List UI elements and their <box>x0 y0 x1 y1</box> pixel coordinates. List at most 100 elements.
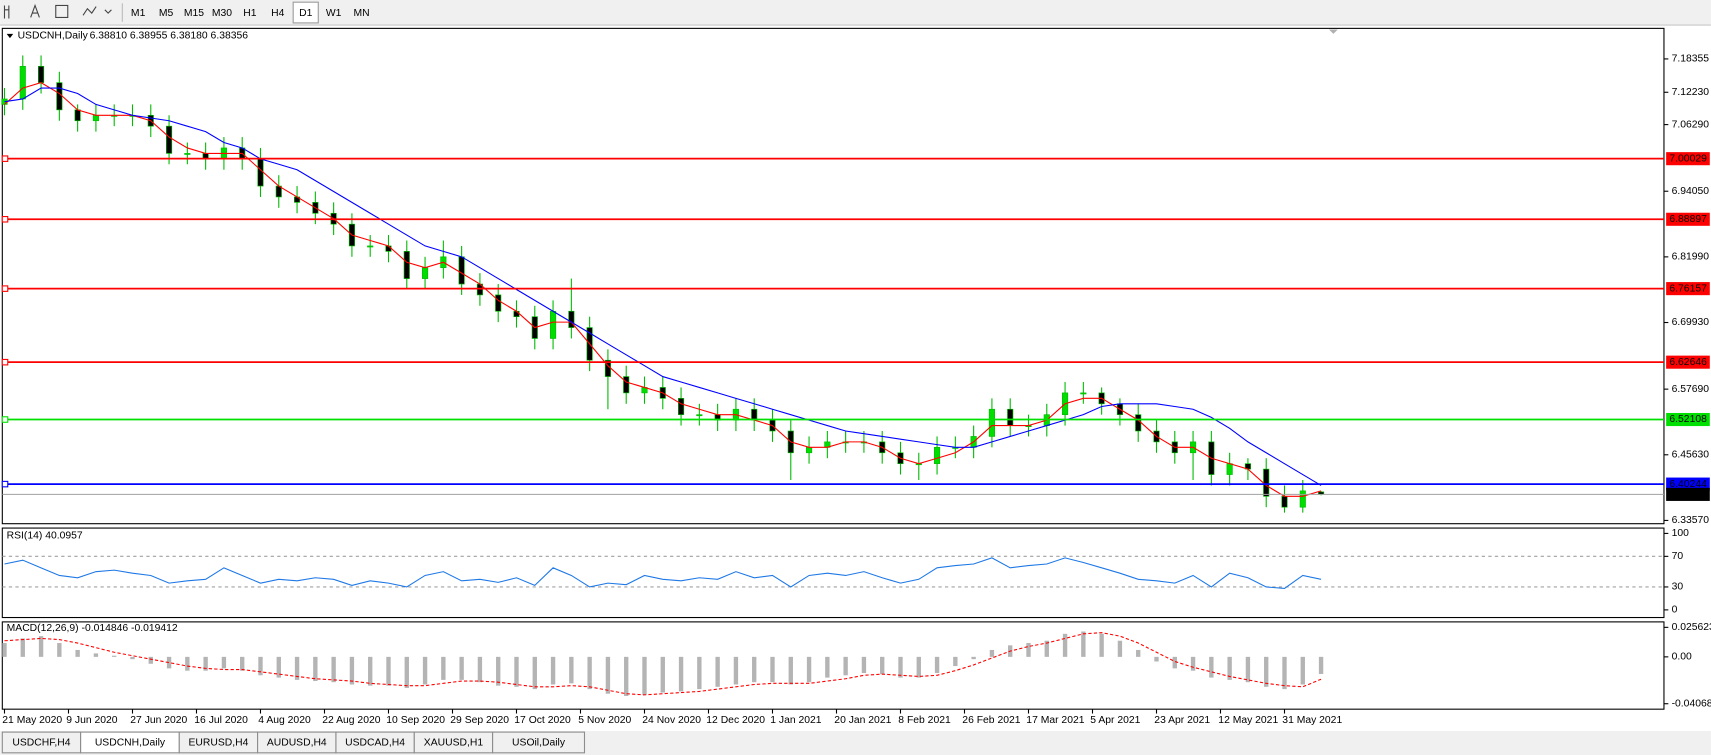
candle-body <box>38 65 45 83</box>
price-level-tag <box>1666 282 1710 296</box>
chart-tabs: USDCHF,H4 USDCNH,Daily EURUSD,H4 AUDUSD,H4 U… <box>1 731 586 754</box>
macd-bar <box>75 649 80 657</box>
timeframe-button[interactable]: M15 <box>184 8 204 19</box>
macd-bar <box>953 656 958 667</box>
timeframe-button[interactable]: M30 <box>212 8 232 19</box>
candle-body <box>257 158 264 187</box>
macd-bar <box>38 636 44 657</box>
macd-bar <box>294 656 300 680</box>
y-tick-label: 70 <box>1672 551 1684 562</box>
macd-bar <box>20 638 25 657</box>
price-level-label: 7.00029 <box>1669 153 1707 164</box>
y-tick-label: 6.81990 <box>1672 252 1710 263</box>
tool-text-icon[interactable] <box>30 3 40 18</box>
x-tick-label: 22 Aug 2020 <box>322 715 380 726</box>
rsi-title: RSI(14) 40.0957 <box>7 530 83 541</box>
macd-bar <box>770 656 775 683</box>
tool-label-icon[interactable] <box>55 4 69 19</box>
macd-bar <box>898 656 903 678</box>
macd-bar <box>934 656 940 673</box>
y-tick-label: 0 <box>1672 605 1678 616</box>
macd-bar <box>1136 649 1141 657</box>
macd-bar <box>514 656 519 687</box>
price-level-tag <box>1666 412 1710 427</box>
candle-body <box>1299 490 1306 508</box>
candle-body <box>385 245 392 252</box>
price-level-tag <box>1666 355 1710 369</box>
candle-body <box>166 125 173 154</box>
candle-body <box>751 408 758 421</box>
candle-body <box>806 447 813 454</box>
tab-label: USDCAD,H4 <box>345 738 405 749</box>
macd-bar <box>733 656 739 685</box>
macd-bar <box>331 656 336 683</box>
candle-body <box>1135 414 1142 432</box>
timeframe-button[interactable]: MN <box>354 8 370 19</box>
symbol-menu-arrow[interactable] <box>6 33 14 39</box>
candle-body <box>56 82 63 111</box>
candle-body <box>988 408 995 437</box>
macd-bar <box>240 656 245 671</box>
price-level-tag <box>1666 212 1710 226</box>
price-level-anchor <box>1 480 9 488</box>
price-level-anchor <box>1 155 9 162</box>
macd-bar <box>916 656 921 678</box>
timeframe-button[interactable]: M1 <box>131 8 146 19</box>
macd-bar <box>1227 656 1232 680</box>
macd-bar <box>404 656 409 688</box>
timeframe-active-bg <box>292 1 319 24</box>
macd-bar <box>349 656 355 685</box>
timeframe-button[interactable]: H1 <box>243 8 256 19</box>
x-tick-label: 31 May 2021 <box>1282 715 1342 726</box>
candle-body <box>934 447 941 464</box>
macd-bar <box>1209 656 1214 678</box>
x-tick-label: 23 Apr 2021 <box>1154 715 1210 726</box>
timeframe-button[interactable]: H4 <box>271 8 284 19</box>
macd-bar <box>825 656 830 678</box>
candle-body <box>696 414 703 417</box>
candle-body <box>568 310 575 328</box>
tool-shapes-icon[interactable] <box>82 6 112 16</box>
macd-bar <box>569 656 574 684</box>
plot-layer: 7.18355 7.12230 7.06290 6.94050 6.81990 6.699… <box>1 54 1711 726</box>
candle-body <box>623 376 630 394</box>
price-level-label: 6.52108 <box>1669 414 1707 425</box>
price-panel <box>1 27 1665 525</box>
macd-bar <box>1154 656 1159 662</box>
timeframe-button[interactable]: D1 <box>299 8 312 19</box>
macd-bar <box>1117 640 1123 657</box>
price-level-anchor <box>1 285 9 292</box>
macd-bar <box>148 656 153 664</box>
chart-title: USDCNH,Daily <box>18 31 89 42</box>
macd-bar <box>1081 631 1086 657</box>
drawing-tools <box>3 3 112 19</box>
timeframe-button[interactable]: W1 <box>326 8 342 19</box>
macd-bar <box>806 656 812 683</box>
macd-bar <box>1282 656 1287 690</box>
y-tick-label: 7.18355 <box>1672 54 1710 65</box>
candle-body <box>1226 463 1233 475</box>
macd-bar <box>166 656 172 669</box>
macd-bar <box>1245 656 1251 683</box>
candle-body <box>403 251 410 279</box>
macd-bar <box>587 656 592 690</box>
macd-bar <box>989 649 995 657</box>
x-tick-label: 8 Feb 2021 <box>898 715 951 726</box>
candle-body <box>513 310 520 318</box>
macd-bar <box>57 643 62 657</box>
timeframe-button[interactable]: M5 <box>159 8 174 19</box>
y-tick-label: 6.94050 <box>1672 186 1710 197</box>
macd-bar <box>1300 656 1305 685</box>
candle-body <box>92 114 99 122</box>
rsi-line <box>4 557 1322 590</box>
y-tick-label: 6.45630 <box>1672 450 1710 461</box>
price-level-anchor <box>1 216 9 223</box>
candle-body <box>1263 468 1270 497</box>
chart-shift-marker[interactable] <box>1329 29 1338 34</box>
x-tick-label: 16 Jul 2020 <box>194 715 248 726</box>
x-tick-label: 5 Apr 2021 <box>1090 715 1140 726</box>
x-tick-label: 17 Mar 2021 <box>1026 715 1084 726</box>
tool-lines-icon[interactable] <box>3 5 10 19</box>
tab[interactable] <box>492 731 586 754</box>
